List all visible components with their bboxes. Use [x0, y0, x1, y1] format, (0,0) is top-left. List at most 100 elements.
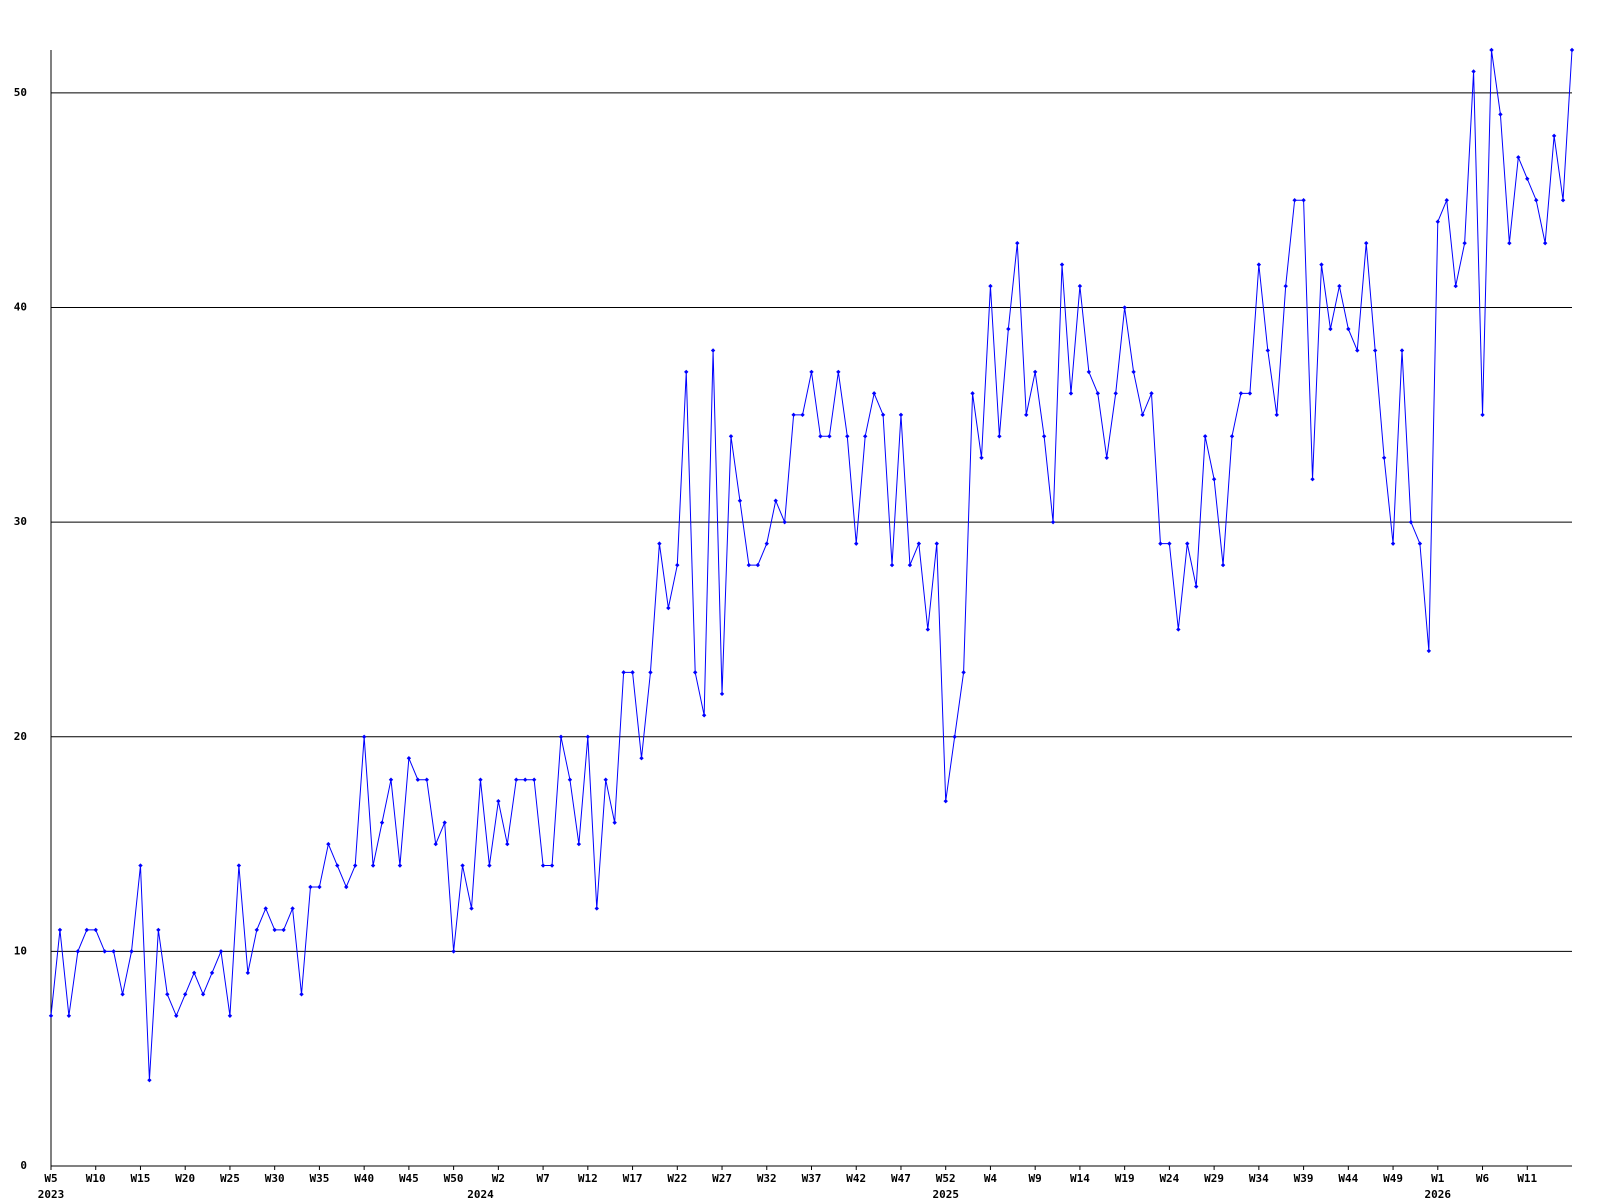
point — [183, 992, 188, 997]
point — [1328, 326, 1333, 332]
point — [1149, 391, 1154, 396]
point — [970, 391, 975, 396]
point — [245, 970, 251, 976]
point — [1364, 240, 1369, 246]
x-tick-label: W37 — [802, 1172, 822, 1185]
point — [1238, 391, 1244, 396]
point — [666, 605, 671, 611]
point — [1542, 240, 1548, 246]
point — [943, 798, 948, 804]
point — [862, 434, 868, 439]
point — [1131, 369, 1136, 375]
point — [1319, 262, 1324, 267]
point — [66, 1013, 72, 1018]
point — [639, 756, 644, 761]
point — [84, 927, 89, 933]
point — [1122, 305, 1127, 310]
point — [594, 906, 599, 911]
x-tick-label: W42 — [846, 1172, 866, 1185]
point — [782, 519, 787, 525]
point — [1274, 412, 1279, 418]
x-tick-label: W49 — [1383, 1172, 1403, 1185]
x-tick-label: W35 — [309, 1172, 329, 1185]
point — [469, 906, 474, 911]
x-tick-label: W50 — [444, 1172, 464, 1185]
point — [854, 541, 859, 546]
x-tick-label: W24 — [1159, 1172, 1179, 1185]
point — [540, 863, 546, 868]
point — [514, 777, 519, 782]
point — [1498, 112, 1503, 117]
point — [567, 777, 573, 782]
x-tick-label: W32 — [757, 1172, 777, 1185]
x-tick-label: W17 — [623, 1172, 643, 1185]
point — [209, 970, 215, 976]
point — [791, 412, 796, 418]
point — [111, 949, 116, 954]
point — [335, 863, 340, 868]
point — [1525, 176, 1530, 181]
point — [272, 927, 277, 933]
point — [370, 863, 376, 868]
point — [1113, 391, 1118, 396]
x-tick-label: W6 — [1476, 1172, 1490, 1185]
point — [719, 691, 725, 697]
x-tick-label: W47 — [891, 1172, 911, 1185]
point — [1247, 391, 1253, 396]
point — [1310, 477, 1315, 482]
x-tick-label: W11 — [1517, 1172, 1537, 1185]
point — [764, 541, 769, 546]
year-label: 2026 — [1425, 1188, 1452, 1200]
x-tick-label: W39 — [1294, 1172, 1314, 1185]
x-tick-label: W12 — [578, 1172, 598, 1185]
point — [460, 863, 465, 868]
x-tick-label: W19 — [1115, 1172, 1135, 1185]
x-tick-label: W34 — [1249, 1172, 1269, 1185]
point — [1032, 369, 1038, 375]
point — [353, 863, 358, 868]
point — [1068, 391, 1074, 396]
point — [1534, 198, 1539, 203]
point — [156, 927, 161, 933]
point — [1551, 133, 1557, 139]
x-tick-label: W29 — [1204, 1172, 1224, 1185]
point — [93, 927, 98, 933]
y-tick-label: 0 — [20, 1159, 27, 1172]
point — [1211, 477, 1217, 482]
y-tick-label: 30 — [14, 515, 27, 528]
point — [1167, 541, 1172, 546]
point — [818, 434, 823, 439]
point — [549, 863, 555, 868]
point — [916, 541, 922, 546]
point — [871, 391, 877, 396]
point — [1202, 434, 1208, 439]
point — [1265, 348, 1270, 353]
y-tick-label: 50 — [14, 86, 27, 99]
point — [388, 777, 394, 782]
point — [836, 369, 841, 375]
y-tick-label: 40 — [14, 301, 27, 314]
x-tick-label: W7 — [536, 1172, 549, 1185]
x-tick-label: W15 — [131, 1172, 151, 1185]
point — [773, 498, 778, 503]
point — [997, 434, 1002, 439]
point — [1516, 155, 1521, 160]
point — [147, 1077, 152, 1083]
point — [129, 949, 134, 954]
point — [952, 734, 957, 739]
x-tick-label: W30 — [265, 1172, 285, 1185]
point — [1194, 584, 1199, 589]
point — [308, 884, 313, 890]
point — [326, 841, 331, 847]
point — [612, 820, 617, 825]
x-tick-label: W44 — [1338, 1172, 1358, 1185]
point — [138, 863, 143, 868]
point — [442, 820, 447, 825]
point — [1462, 240, 1467, 246]
point — [576, 841, 582, 847]
point — [1140, 412, 1145, 418]
point — [558, 734, 564, 739]
x-tick-label: W25 — [220, 1172, 240, 1185]
x-tick-label: W40 — [354, 1172, 374, 1185]
point — [1337, 283, 1342, 289]
